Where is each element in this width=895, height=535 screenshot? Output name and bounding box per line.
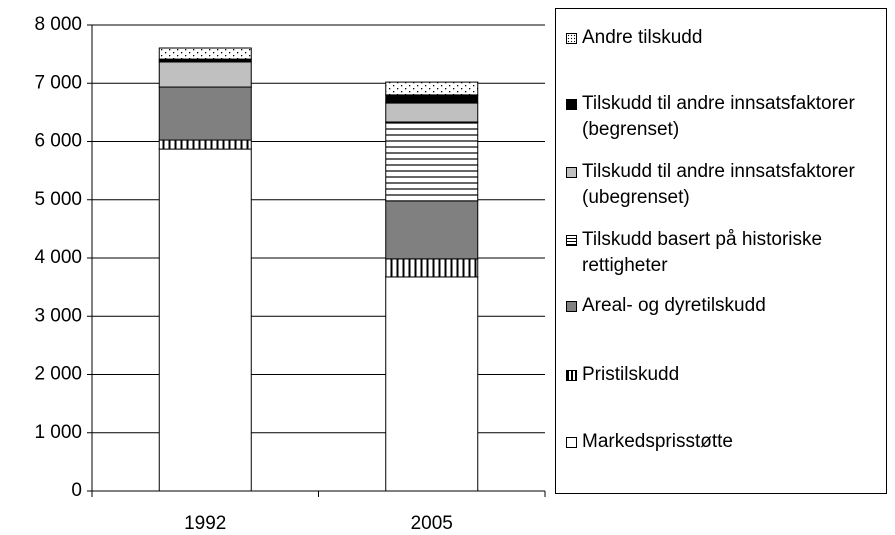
y-tick-label: 6 000: [34, 131, 82, 152]
legend-swatch: [566, 370, 577, 381]
y-tick-label: 7 000: [34, 72, 82, 93]
y-tick-label: 5 000: [34, 189, 82, 210]
y-tick-label: 0: [71, 480, 82, 501]
legend-item: Tilskudd basert på historiske rettighete…: [566, 227, 895, 279]
legend-label: Tilskudd til andre innsatsfaktorer (begr…: [582, 93, 855, 140]
legend-item: Tilskudd til andre innsatsfaktorer (ubeg…: [566, 159, 895, 211]
legend-swatch: [566, 33, 577, 44]
legend-item: Andre tilskudd: [566, 25, 895, 51]
y-tick-label: 4 000: [34, 247, 82, 268]
legend-label: Andre tilskudd: [582, 27, 703, 48]
bar-segment: [385, 121, 479, 202]
legend-item: Pristilskudd: [566, 362, 895, 388]
legend-label: Areal- og dyretilskudd: [582, 295, 766, 316]
legend-item: Markedsprisstøtte: [566, 429, 895, 455]
x-tick-label: 2005: [411, 513, 453, 534]
legend-swatch: [566, 99, 577, 110]
bar-segment: [385, 94, 479, 104]
legend-label: Pristilskudd: [582, 364, 680, 385]
bar-segment: [158, 61, 252, 88]
y-tick-label: 8 000: [34, 14, 82, 35]
legend-label: Tilskudd basert på historiske rettighete…: [582, 229, 823, 276]
x-tick-label: 1992: [184, 513, 226, 534]
bar-segment: [385, 200, 479, 260]
legend-swatch: [566, 301, 577, 312]
legend-swatch: [566, 235, 577, 246]
legend-swatch: [566, 167, 577, 178]
y-tick-label: 3 000: [34, 305, 82, 326]
legend: Andre tilskudd Tilskudd til andre innsats…: [555, 8, 887, 494]
bar-segment: [158, 86, 252, 141]
bar-segment: [385, 258, 479, 278]
bar-segment: [158, 47, 252, 60]
y-tick-label: 1 000: [34, 422, 82, 443]
legend-item: Tilskudd til andre innsatsfaktorer (begr…: [566, 91, 895, 143]
bar-segment: [385, 276, 479, 492]
legend-swatch: [566, 437, 577, 448]
bar-segment: [158, 148, 252, 492]
bar-segment: [158, 139, 252, 150]
bar-segment: [385, 81, 479, 96]
bar-segment: [385, 102, 479, 123]
legend-label: Markedsprisstøtte: [582, 431, 733, 452]
y-tick-label: 2 000: [34, 364, 82, 385]
legend-label: Tilskudd til andre innsatsfaktorer (ubeg…: [582, 161, 855, 208]
legend-item: Areal- og dyretilskudd: [566, 293, 895, 319]
